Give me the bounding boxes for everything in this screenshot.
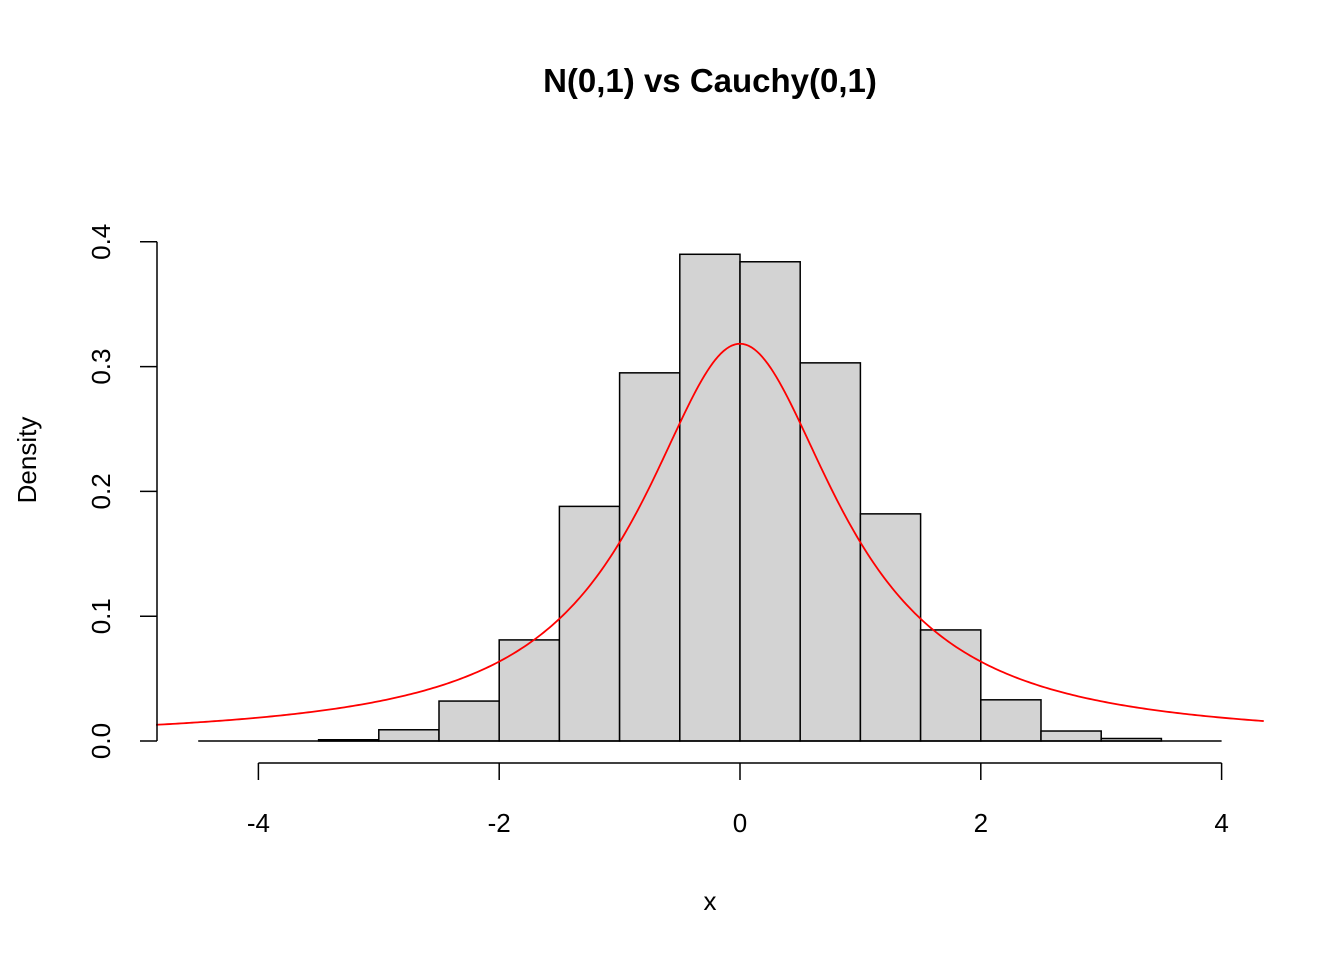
histogram-bar [799, 362, 862, 742]
histogram-bar [1040, 730, 1102, 742]
y-tick-label: 0.4 [86, 224, 116, 260]
x-tick-label: -2 [488, 808, 511, 838]
x-tick-label: 0 [733, 808, 747, 838]
x-axis: -4 -2 0 2 4 [247, 762, 1229, 838]
y-axis-label: Density [12, 417, 42, 504]
x-tick-label: 4 [1214, 808, 1228, 838]
chart-title: N(0,1) vs Cauchy(0,1) [543, 62, 877, 99]
y-axis: 0.0 0.1 0.2 0.3 0.4 [86, 224, 158, 759]
histogram-bar [739, 261, 801, 742]
histogram-bar [498, 639, 561, 742]
histogram-bar [618, 372, 681, 742]
histogram-bar [558, 505, 621, 742]
y-tick-label: 0.2 [86, 473, 116, 509]
y-tick-label: 0.3 [86, 349, 116, 385]
histogram-bar [980, 699, 1042, 742]
histogram-bar [919, 629, 982, 742]
y-tick-label: 0.0 [86, 723, 116, 759]
x-tick-label: 2 [974, 808, 988, 838]
histogram-bars [317, 253, 1163, 742]
x-tick-label: -4 [247, 808, 270, 838]
x-axis-label: x [704, 886, 717, 916]
histogram-bar [679, 253, 741, 742]
histogram-bar [438, 700, 500, 742]
histogram-bar [859, 513, 922, 742]
y-tick-label: 0.1 [86, 598, 116, 634]
cauchy-density-curve [156, 342, 1264, 726]
histogram-bar [378, 729, 440, 742]
